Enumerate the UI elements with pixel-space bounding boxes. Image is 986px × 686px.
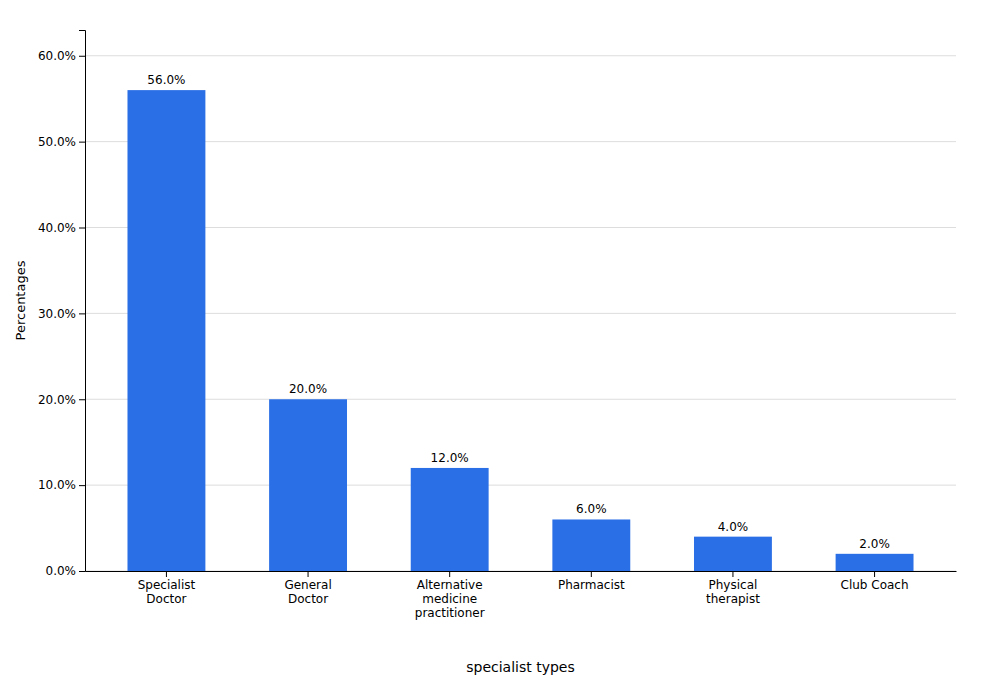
- x-tick-mark: [591, 571, 592, 577]
- y-axis-title: Percentages: [13, 260, 28, 340]
- grid-line: [85, 55, 956, 56]
- x-tick-label-line: medicine: [422, 592, 477, 606]
- x-tick-label: SpecialistDoctor: [138, 578, 196, 606]
- data-label: 56.0%: [147, 73, 185, 87]
- y-tick-mark: [79, 571, 85, 572]
- y-tick-label: 50.0%: [38, 135, 76, 149]
- bars: [127, 90, 913, 571]
- data-labels: 56.0% 20.0% 12.0% 6.0% 4.0% 2.0%: [147, 73, 889, 551]
- grid-line: [85, 399, 956, 400]
- y-tick: 20.0%: [38, 393, 85, 407]
- x-tick-label-line: practitioner: [415, 606, 485, 620]
- x-tick-label: Pharmacist: [558, 578, 625, 592]
- y-axis-line: [79, 31, 86, 572]
- x-tick-label-line: Physical: [709, 578, 758, 592]
- y-tick-label: 10.0%: [38, 478, 76, 492]
- x-tick-label: GeneralDoctor: [284, 578, 331, 606]
- y-tick-label: 20.0%: [38, 393, 76, 407]
- x-tick-label-line: Specialist: [138, 578, 196, 592]
- data-label: 6.0%: [576, 502, 607, 516]
- x-tick-label-line: Alternative: [417, 578, 483, 592]
- x-tick-mark: [166, 571, 167, 577]
- y-tick: 30.0%: [38, 307, 85, 321]
- bar: [411, 468, 489, 571]
- bar: [269, 399, 347, 571]
- x-tick-label-line: General: [284, 578, 331, 592]
- x-tick: Alternativemedicinepractitioner: [415, 571, 485, 620]
- x-tick-mark: [449, 571, 450, 577]
- y-tick-mark: [79, 399, 85, 400]
- y-tick: 40.0%: [38, 221, 85, 235]
- data-label: 2.0%: [859, 537, 890, 551]
- x-tick-label-line: Doctor: [146, 592, 186, 606]
- y-tick: 50.0%: [38, 135, 85, 149]
- chart-container: 0.0% 10.0% 20.0% 30.0% 40.0% 50.0% 60.0% Specia…: [0, 0, 986, 686]
- plot: 0.0% 10.0% 20.0% 30.0% 40.0% 50.0% 60.0% Specia…: [38, 31, 957, 621]
- x-tick-label: Alternativemedicinepractitioner: [415, 578, 485, 621]
- x-axis-line: [86, 571, 957, 572]
- grid-line: [85, 571, 956, 572]
- y-tick: 0.0%: [46, 564, 86, 578]
- grid-line: [85, 485, 956, 486]
- data-label: 20.0%: [289, 382, 327, 396]
- grid-line: [85, 313, 956, 314]
- y-tick-mark: [79, 56, 85, 57]
- y-tick-mark: [79, 142, 85, 143]
- y-tick-label: 60.0%: [38, 49, 76, 63]
- x-tick-label-line: Doctor: [288, 592, 328, 606]
- bar: [836, 554, 914, 571]
- grid: [85, 56, 956, 571]
- bar: [694, 537, 772, 571]
- x-tick-label: Club Coach: [841, 578, 909, 592]
- chart-svg: 0.0% 10.0% 20.0% 30.0% 40.0% 50.0% 60.0% Specia…: [0, 0, 986, 686]
- bar: [127, 90, 205, 571]
- x-tick-label: Physicaltherapist: [706, 578, 760, 606]
- x-tick: SpecialistDoctor: [138, 571, 196, 606]
- x-tick: Pharmacist: [558, 571, 625, 592]
- y-axis: 0.0% 10.0% 20.0% 30.0% 40.0% 50.0% 60.0%: [38, 31, 86, 579]
- x-tick-mark: [732, 571, 733, 577]
- x-axis: SpecialistDoctorGeneralDoctorAlternative…: [86, 571, 957, 620]
- x-tick-label-line: Club Coach: [841, 578, 909, 592]
- y-tick-label: 30.0%: [38, 307, 76, 321]
- x-tick-mark: [874, 571, 875, 577]
- y-tick: 10.0%: [38, 478, 85, 492]
- bar: [552, 519, 630, 571]
- y-tick-mark: [79, 485, 85, 486]
- x-tick-mark: [308, 571, 309, 577]
- grid-line: [85, 227, 956, 228]
- y-tick-mark: [79, 313, 85, 314]
- x-tick: Club Coach: [841, 571, 909, 592]
- x-tick-label-line: Pharmacist: [558, 578, 625, 592]
- y-tick-label: 0.0%: [46, 564, 77, 578]
- x-tick: Physicaltherapist: [706, 571, 760, 606]
- y-tick-mark: [79, 228, 85, 229]
- x-tick: GeneralDoctor: [284, 571, 331, 606]
- data-label: 12.0%: [431, 451, 469, 465]
- y-tick-label: 40.0%: [38, 221, 76, 235]
- data-label: 4.0%: [718, 520, 749, 534]
- x-tick-label-line: therapist: [706, 592, 760, 606]
- x-axis-title: specialist types: [466, 659, 575, 675]
- y-tick: 60.0%: [38, 49, 85, 63]
- grid-line: [85, 141, 956, 142]
